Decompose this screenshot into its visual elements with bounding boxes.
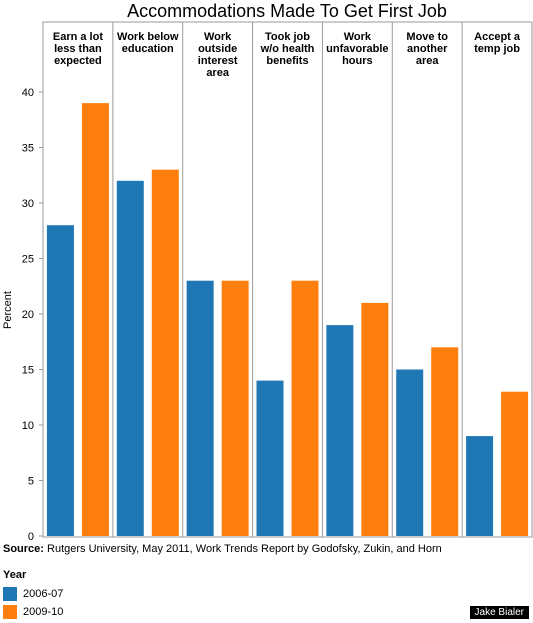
bar-2009-10 <box>361 302 389 536</box>
chart-title: Accommodations Made To Get First Job <box>127 1 447 21</box>
category-label-line: area <box>206 67 230 79</box>
category-label: Took job w/o health benefits <box>260 31 315 67</box>
y-tick-label: 0 <box>28 531 34 543</box>
source-note: Source: Rutgers University, May 2011, Wo… <box>3 543 442 555</box>
y-tick-label: 35 <box>22 143 34 155</box>
plot-frame <box>42 21 533 538</box>
legend-item-2006-07: 2006-07 <box>3 587 63 601</box>
bar-2009-10 <box>221 280 249 536</box>
category-label: Accept a temp job <box>474 31 521 55</box>
bar-2006-07 <box>256 380 284 536</box>
y-tick-label: 10 <box>22 420 34 432</box>
category-label: Work outside interest area <box>198 31 238 79</box>
category-label-line: area <box>416 55 440 67</box>
bar-2006-07 <box>46 225 74 536</box>
category-label: Work below education <box>117 31 179 55</box>
category-label: Move to another area <box>406 31 448 67</box>
bar-2009-10 <box>151 169 179 536</box>
category-label-line: interest <box>198 55 238 67</box>
category-label-line: outside <box>198 43 237 55</box>
bar-2009-10 <box>501 391 529 536</box>
legend-title: Year <box>3 569 27 581</box>
category-label-line: hours <box>342 55 373 67</box>
category-label-line: expected <box>54 55 102 67</box>
bar-2006-07 <box>186 280 214 536</box>
category-label-line: Accept a <box>474 31 521 43</box>
category-label-line: another <box>407 43 448 55</box>
category-label-line: less than <box>54 43 102 55</box>
bar-2009-10 <box>291 280 319 536</box>
category-label-line: Earn a lot <box>53 31 103 43</box>
y-tick-label: 20 <box>22 309 34 321</box>
category-label-line: Work <box>204 31 232 43</box>
category-label-line: Work <box>344 31 372 43</box>
source-text: Rutgers University, May 2011, Work Trend… <box>47 543 442 555</box>
y-axis-label: Percent <box>2 291 14 329</box>
category-label-line: w/o health <box>260 43 315 55</box>
legend-swatch-2009-10 <box>3 605 17 619</box>
chart: Accommodations Made To Get First Job Earn… <box>2 1 533 543</box>
bar-2006-07 <box>396 369 424 536</box>
y-tick-label: 40 <box>22 87 34 99</box>
category-label: Earn a lot less than expected <box>53 31 103 67</box>
y-tick-label: 25 <box>22 254 34 266</box>
legend-swatch-2006-07 <box>3 587 17 601</box>
category-label-line: Work below <box>117 31 179 43</box>
category-label-line: Took job <box>265 31 310 43</box>
category-label: Work unfavorable hours <box>326 31 388 67</box>
category-label-line: benefits <box>266 55 308 67</box>
legend-label-2009-10: 2009-10 <box>23 606 64 618</box>
bar-2009-10 <box>81 103 109 536</box>
category-label-line: Move to <box>406 31 448 43</box>
bar-2006-07 <box>116 180 144 537</box>
bar-2006-07 <box>466 436 494 536</box>
y-tick-label: 30 <box>22 198 34 210</box>
legend-label-2006-07: 2006-07 <box>23 588 64 600</box>
author-credit: Jake Bialer <box>469 606 529 619</box>
source-label: Source: <box>3 543 44 555</box>
category-label-line: temp job <box>474 43 520 55</box>
y-tick-label: 15 <box>22 365 34 377</box>
category-label-line: unfavorable <box>326 43 388 55</box>
legend-item-2009-10: 2009-10 <box>3 605 63 619</box>
bar-2006-07 <box>326 325 354 536</box>
bar-2009-10 <box>431 347 459 536</box>
y-tick-label: 5 <box>28 476 34 488</box>
category-label-line: education <box>122 43 174 55</box>
